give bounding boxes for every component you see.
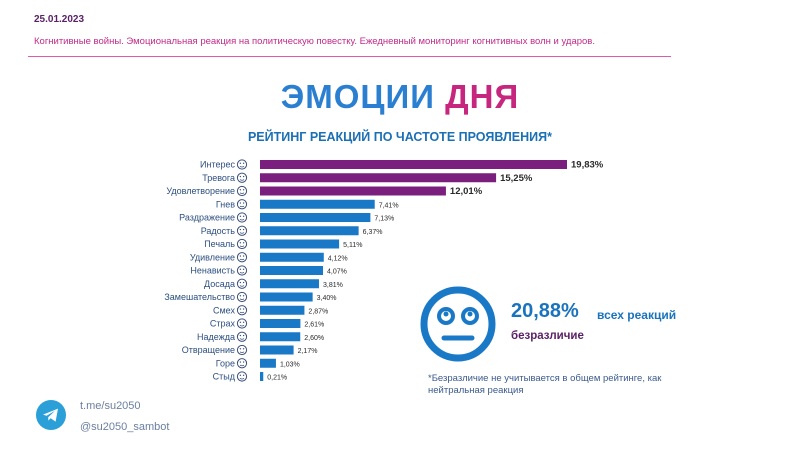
emotion-face-icon: [236, 199, 248, 210]
bar: [260, 160, 567, 169]
emotion-face-icon: [236, 225, 248, 236]
value-label: 7,13%: [374, 216, 394, 223]
bar: [260, 173, 497, 183]
value-label: 15,25%: [500, 173, 533, 184]
category-label: Досада: [204, 279, 235, 289]
neutral-face-icon: [420, 286, 496, 362]
bar: [260, 186, 446, 196]
emotion-face-icon: [236, 291, 248, 303]
value-label: 4,07%: [327, 269, 347, 276]
category-label: Страх: [210, 319, 236, 329]
emotion-face-icon: [236, 172, 248, 183]
value-label: 6,37%: [363, 229, 383, 236]
bar: [260, 372, 264, 381]
value-label: 19,83%: [571, 160, 604, 171]
emotion-face-icon: [236, 278, 248, 289]
category-label: Интерес: [200, 160, 235, 170]
category-label: Замешательство: [164, 292, 235, 302]
category-label: Стыд: [213, 372, 236, 382]
bar: [260, 292, 313, 302]
category-label: Отвращение: [182, 345, 235, 355]
bar: [260, 358, 276, 368]
value-label: 2,17%: [298, 348, 318, 355]
main-title-part1: ЭМОЦИИ: [280, 78, 435, 115]
value-label: 3,81%: [323, 282, 343, 289]
telegram-channel-link[interactable]: t.me/su2050: [80, 400, 141, 412]
category-label: Ненависть: [190, 266, 235, 276]
telegram-icon[interactable]: [36, 400, 66, 430]
value-label: 1,03%: [280, 361, 300, 368]
category-label: Раздражение: [179, 213, 235, 223]
emotion-face-icon: [236, 358, 248, 369]
category-label: Удивление: [190, 252, 235, 262]
emotion-face-icon: [236, 238, 248, 250]
main-title-part2: ДНЯ: [445, 78, 520, 115]
value-label: 12,01%: [450, 186, 483, 197]
emotion-face-icon: [236, 331, 248, 342]
emotion-face-icon: [236, 265, 248, 276]
emotion-face-icon: [236, 159, 248, 170]
bar: [260, 199, 375, 209]
value-label: 2,61%: [304, 322, 324, 329]
bar: [260, 279, 319, 289]
emotion-face-icon: [236, 212, 248, 223]
bar: [260, 239, 340, 249]
bar: [260, 226, 359, 236]
main-title: ЭМОЦИИ ДНЯ: [0, 78, 800, 116]
bar: [260, 305, 305, 315]
header-divider: [28, 56, 671, 57]
value-label: 7,41%: [379, 202, 399, 209]
value-label: 4,12%: [328, 255, 348, 262]
emotion-face-icon: [236, 318, 248, 329]
category-label: Печаль: [204, 239, 235, 249]
bar: [260, 345, 294, 355]
indifference-percent: 20,88%: [511, 300, 579, 322]
footnote: *Безразличие не учитывается в общем рейт…: [428, 373, 662, 396]
value-label: 5,11%: [343, 242, 362, 249]
category-label: Смех: [213, 305, 235, 315]
chart-title: РЕЙТИНГ РЕАКЦИЙ ПО ЧАСТОТЕ ПРОЯВЛЕНИЯ*: [247, 130, 553, 144]
report-subtitle: Когнитивные войны. Эмоциональная реакция…: [34, 36, 595, 47]
indifference-label: безразличие: [511, 330, 584, 342]
category-label: Надежда: [197, 332, 235, 342]
indifference-text: всех реакций: [597, 308, 677, 322]
value-label: 0,21%: [267, 375, 287, 382]
emotion-face-icon: [236, 344, 248, 356]
bar: [260, 319, 301, 328]
bar: [260, 252, 324, 262]
value-label: 2,60%: [304, 335, 324, 342]
bar: [260, 332, 301, 342]
category-label: Удовлетворение: [166, 186, 235, 196]
emotion-face-icon: [236, 305, 248, 316]
report-date: 25.01.2023: [34, 14, 85, 25]
bar: [260, 266, 324, 275]
category-label: Тревога: [202, 173, 235, 183]
category-label: Гнев: [216, 199, 235, 209]
telegram-bot-link[interactable]: @su2050_sambot: [80, 421, 170, 433]
value-label: 3,40%: [317, 295, 337, 302]
emotion-face-icon: [236, 185, 248, 197]
value-label: 2,87%: [308, 308, 328, 315]
bar: [260, 213, 371, 222]
emotion-face-icon: [236, 252, 248, 263]
emotion-face-icon: [236, 371, 248, 382]
category-label: Радость: [201, 226, 236, 236]
category-label: Горе: [216, 358, 235, 368]
